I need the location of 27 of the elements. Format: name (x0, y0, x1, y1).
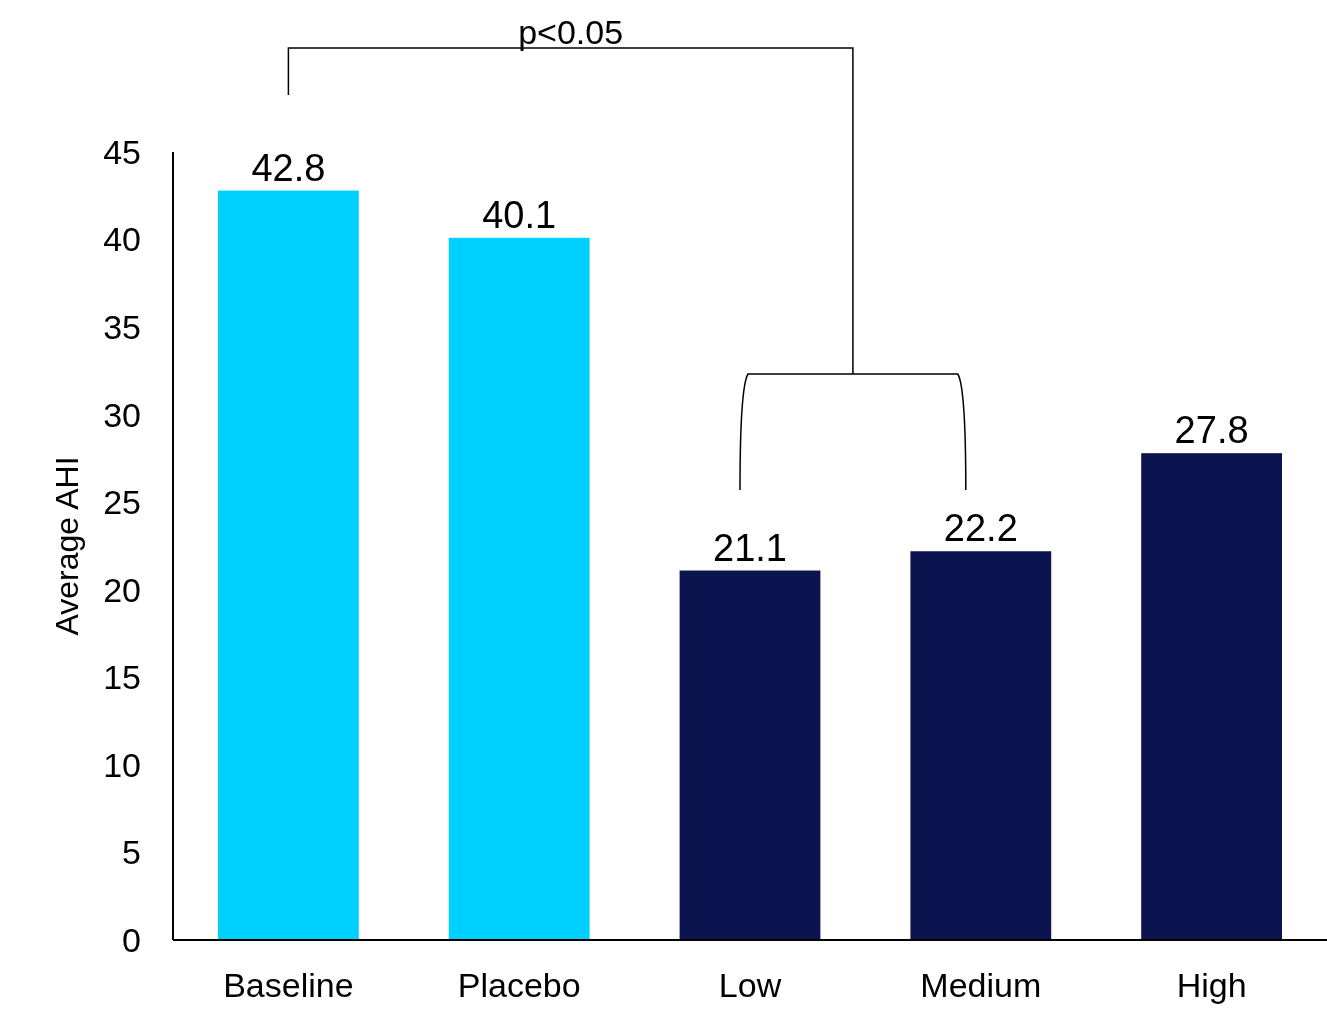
data-label: 42.8 (251, 146, 326, 189)
bar (679, 570, 821, 940)
text: p<0.05 (518, 13, 624, 51)
x-tick-label: Placebo (457, 966, 581, 1004)
bar (1141, 453, 1282, 940)
y-tick-label: 10 (103, 745, 141, 784)
data-label: 27.8 (1174, 409, 1249, 452)
bar (910, 551, 1052, 940)
y-axis-title: Average AHI (49, 456, 85, 636)
x-tick-label: Medium (920, 966, 1042, 1004)
y-tick-label: 25 (103, 483, 141, 522)
x-tick-label: High (1176, 966, 1247, 1004)
data-label: 22.2 (943, 507, 1018, 550)
y-tick-label: 35 (103, 308, 141, 347)
bar (218, 190, 359, 940)
x-tick-label: Baseline (223, 966, 354, 1004)
bar (448, 237, 590, 940)
y-tick-label: 45 (103, 132, 141, 171)
y-tick-label: 5 (122, 833, 141, 872)
y-tick-label: 30 (103, 395, 141, 434)
x-tick-label: Low (718, 966, 782, 1004)
y-tick-label: 15 (103, 658, 141, 697)
data-label: 40.1 (482, 193, 557, 236)
y-tick-label: 0 (122, 920, 141, 959)
y-tick-label: 40 (103, 220, 141, 259)
data-label: 21.1 (713, 526, 787, 569)
y-tick-label: 20 (103, 570, 141, 609)
